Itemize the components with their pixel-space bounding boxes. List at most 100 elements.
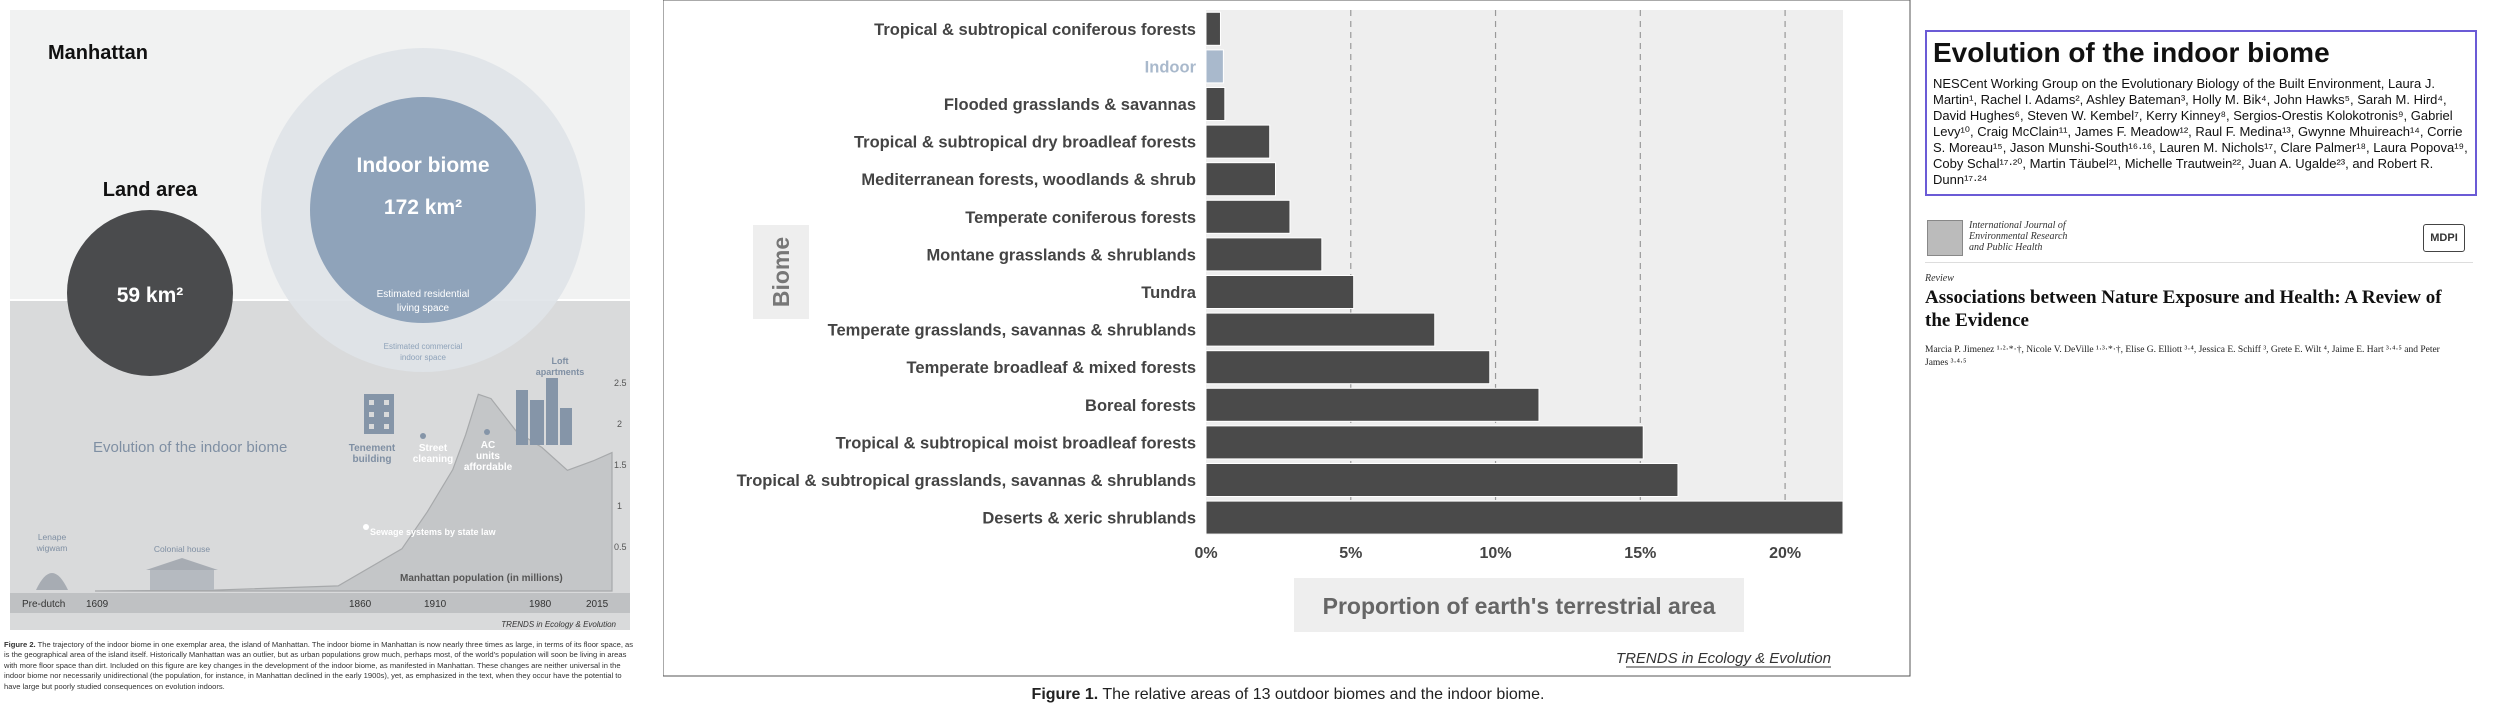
category-label: Boreal forests bbox=[1085, 397, 1196, 415]
bar bbox=[1205, 350, 1491, 385]
bar bbox=[1205, 237, 1323, 272]
y-tick: 1 bbox=[617, 501, 622, 511]
figure-2-caption: Figure 2. The trajectory of the indoor b… bbox=[4, 640, 636, 692]
x-tick-label: 10% bbox=[1480, 545, 1512, 562]
y-tick: 2 bbox=[617, 419, 622, 429]
population-y-ticks: 2.5 2 1.5 1 0.5 bbox=[614, 378, 627, 552]
bar bbox=[1205, 275, 1355, 309]
journal-header: International Journal of Environmental R… bbox=[1925, 218, 2473, 263]
x-tick-1980: 1980 bbox=[529, 599, 552, 610]
indoor-biome-circle bbox=[310, 97, 536, 323]
event-marker bbox=[420, 433, 426, 439]
category-label: Tropical & subtropical grasslands, savan… bbox=[737, 472, 1196, 490]
journal-logo-icon bbox=[1927, 220, 1963, 256]
x-tick-label: 15% bbox=[1624, 545, 1656, 562]
bar bbox=[1205, 11, 1221, 46]
bar bbox=[1205, 312, 1436, 347]
bar bbox=[1205, 162, 1276, 197]
event-label: apartments bbox=[536, 367, 585, 377]
category-label: Montane grasslands & shrublands bbox=[926, 246, 1196, 264]
x-tick-label: 20% bbox=[1769, 545, 1801, 562]
chart-credit: TRENDS in Ecology & Evolution bbox=[1616, 650, 1831, 667]
category-label: Temperate coniferous forests bbox=[965, 209, 1196, 227]
chart-frame bbox=[663, 0, 1911, 677]
bar bbox=[1205, 425, 1644, 460]
figure-credit: TRENDS in Ecology & Evolution bbox=[501, 620, 616, 629]
loft-apartments-icon bbox=[516, 378, 572, 445]
paper-title: Evolution of the indoor biome bbox=[1933, 37, 2330, 68]
caption-label: Figure 2. bbox=[4, 640, 36, 649]
commercial-label-2: indoor space bbox=[400, 353, 446, 362]
category-label: Temperate grasslands, savannas & shrubla… bbox=[828, 322, 1196, 340]
x-tick-predutch: Pre-dutch bbox=[22, 599, 65, 610]
event-label: Loft bbox=[552, 356, 569, 366]
timeline-band bbox=[10, 593, 630, 613]
category-label: Tropical & subtropical coniferous forest… bbox=[874, 21, 1196, 39]
land-area-label: Land area bbox=[103, 179, 198, 201]
commercial-label: Estimated commercial bbox=[384, 342, 463, 351]
category-label: Flooded grasslands & savannas bbox=[944, 96, 1196, 114]
wigwam-icon bbox=[36, 573, 68, 590]
bar bbox=[1205, 500, 1844, 535]
category-label: Tropical & subtropical moist broadleaf f… bbox=[836, 434, 1196, 452]
manhattan-figure: 2.5 2 1.5 1 0.5 Pre-dutch 1609 1860 1910… bbox=[0, 0, 640, 728]
event-marker bbox=[363, 524, 369, 530]
indoor-biome-value: 172 km² bbox=[384, 196, 462, 219]
figure-1-caption: Figure 1. The relative areas of 13 outdo… bbox=[663, 686, 1913, 704]
population-area bbox=[94, 393, 613, 592]
x-tick-label: 0% bbox=[1194, 545, 1217, 562]
journal-name-line: Environmental Research bbox=[1969, 231, 2068, 242]
y-tick: 0.5 bbox=[614, 542, 627, 552]
caption-text: The relative areas of 13 outdoor biomes … bbox=[1102, 686, 1545, 703]
colonial-house-icon bbox=[146, 558, 218, 590]
manhattan-infographic: 2.5 2 1.5 1 0.5 Pre-dutch 1609 1860 1910… bbox=[10, 10, 630, 630]
tenement-building-icon bbox=[364, 394, 394, 434]
category-labels: Tropical & subtropical coniferous forest… bbox=[737, 21, 1197, 528]
caption-label: Figure 1. bbox=[1031, 686, 1099, 703]
event-label: affordable bbox=[464, 462, 513, 473]
x-tick-labels: 0% 5% 10% 15% 20% bbox=[1194, 545, 1801, 562]
residential-label-2: living space bbox=[397, 303, 450, 314]
x-tick-1910: 1910 bbox=[424, 599, 447, 610]
sewage-label: Sewage systems by state law bbox=[370, 527, 497, 537]
x-tick-2015: 2015 bbox=[586, 599, 609, 610]
bar bbox=[1205, 124, 1271, 159]
journal-name-line: International Journal of bbox=[1969, 220, 2066, 231]
bars bbox=[1205, 11, 1844, 535]
event-label: Street bbox=[419, 443, 448, 454]
xlabel-box bbox=[1294, 578, 1744, 632]
residential-label: Estimated residential bbox=[377, 289, 470, 300]
bar bbox=[1205, 49, 1224, 84]
land-area-value: 59 km² bbox=[117, 284, 184, 307]
y-tick: 2.5 bbox=[614, 378, 627, 388]
article-authors: Marcia P. Jimenez ¹·²·*·†, Nicole V. DeV… bbox=[1925, 345, 2440, 368]
bar bbox=[1205, 87, 1226, 121]
category-label: Deserts & xeric shrublands bbox=[982, 510, 1196, 528]
x-axis-label: Proportion of earth's terrestrial area bbox=[1323, 593, 1716, 619]
event-label: cleaning bbox=[413, 454, 454, 465]
article-type: Review bbox=[1925, 273, 1954, 284]
publisher-logo: MDPI bbox=[2423, 224, 2465, 252]
category-label: Tropical & subtropical dry broadleaf for… bbox=[854, 134, 1196, 152]
category-label: Tundra bbox=[1141, 284, 1197, 302]
x-tick-1860: 1860 bbox=[349, 599, 372, 610]
event-label: building bbox=[353, 454, 392, 465]
x-tick-label: 5% bbox=[1339, 545, 1362, 562]
category-label: Indoor bbox=[1145, 58, 1197, 76]
biome-bar-figure: Tropical & subtropical coniferous forest… bbox=[663, 0, 1913, 728]
land-area-circle bbox=[67, 210, 233, 376]
article-title: Associations between Nature Exposure and… bbox=[1925, 287, 2442, 331]
ylabel-box bbox=[753, 225, 809, 319]
event-label: AC bbox=[481, 440, 495, 451]
paper-panel: Evolution of the indoor biome NESCent Wo… bbox=[1925, 30, 2485, 710]
caption-text: The trajectory of the indoor biome in on… bbox=[4, 640, 634, 691]
bar bbox=[1205, 199, 1291, 234]
category-label: Temperate broadleaf & mixed forests bbox=[907, 359, 1196, 377]
journal-name: International Journal of Environmental R… bbox=[1969, 220, 2209, 253]
journal-name-line: and Public Health bbox=[1969, 242, 2043, 253]
colonial-label: Colonial house bbox=[154, 544, 211, 554]
population-label: Manhattan population (in millions) bbox=[400, 573, 563, 584]
bar bbox=[1205, 463, 1679, 497]
paper-title-box: Evolution of the indoor biome NESCent Wo… bbox=[1925, 30, 2477, 196]
category-label: Mediterranean forests, woodlands & shrub bbox=[861, 171, 1196, 189]
